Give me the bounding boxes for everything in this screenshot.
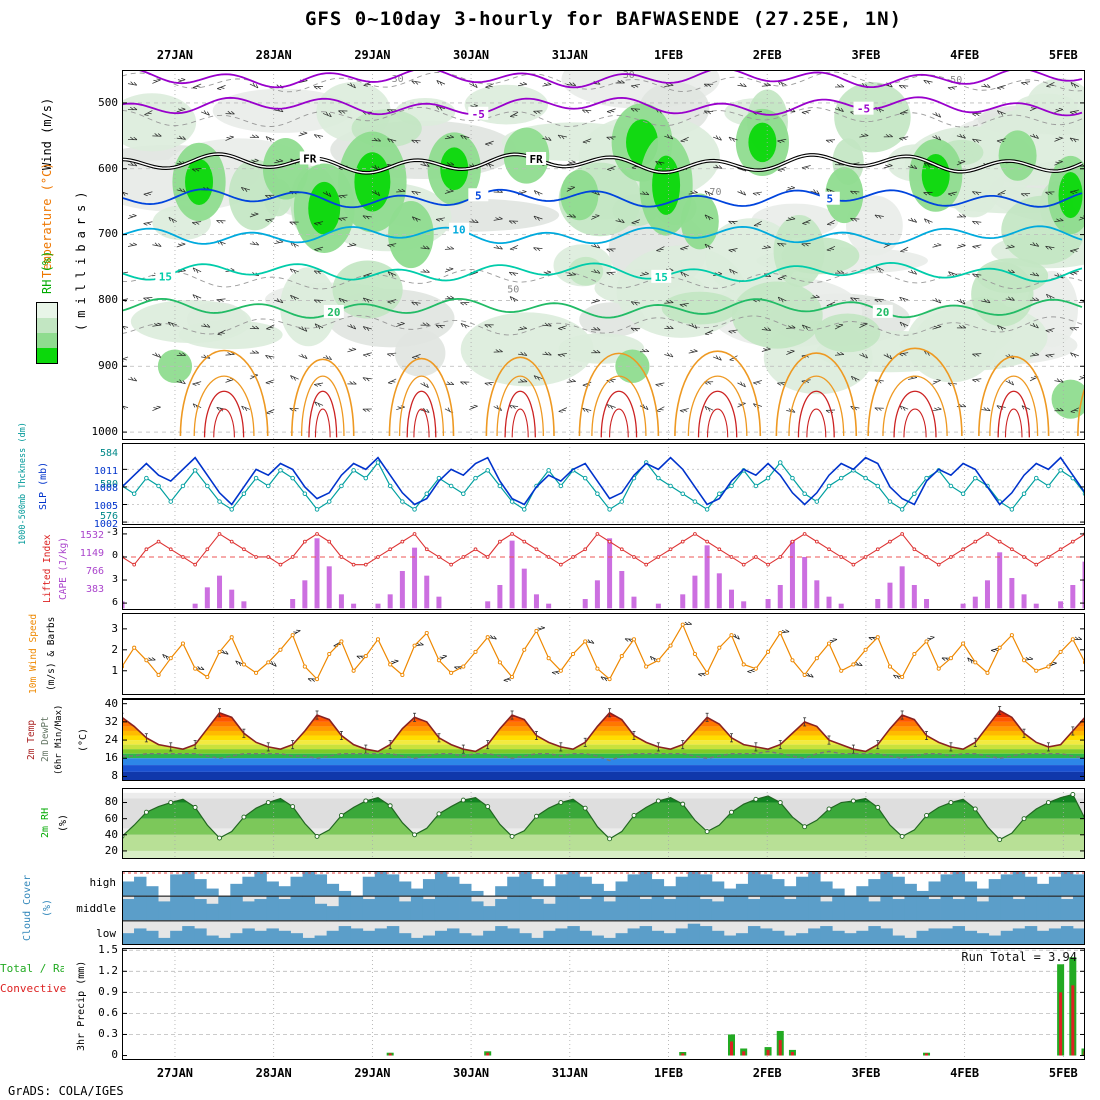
- date-tick-label: 28JAN: [255, 1066, 292, 1080]
- grads-credit: GrADS: COLA/IGES: [8, 1084, 124, 1098]
- axis-tick-label: 32: [104, 714, 118, 728]
- axis-tick-label: 3: [111, 621, 118, 635]
- cloud-cover-canvas: [122, 871, 1085, 945]
- date-tick-label: 27JAN: [156, 48, 194, 62]
- axis-tick-label: 1.5: [98, 943, 118, 957]
- axis-tick-label: 600: [98, 161, 118, 175]
- dewpt-axis-label: 2m DewPt: [40, 716, 51, 763]
- axis-tick-label: 1005: [93, 501, 118, 512]
- axis-tick-label: 383: [85, 583, 104, 595]
- wind10m-units-label: (m/s) & Barbs: [46, 616, 57, 692]
- rh2m-axis-label: 2m RH: [40, 807, 51, 839]
- precip-total-legend: Total / Rain: [0, 962, 64, 975]
- axis-tick-label: 1532: [79, 530, 104, 542]
- axis-tick-label: 3: [111, 573, 118, 585]
- cloud-row-low-label: low: [96, 927, 116, 940]
- wind10m-canvas: [122, 613, 1085, 695]
- date-tick-label: 5FEB: [1048, 48, 1078, 62]
- axis-tick-label: 20: [104, 843, 118, 857]
- date-tick-label: 30JAN: [453, 1066, 490, 1080]
- t2m-canvas: [122, 698, 1085, 781]
- thickness-axis-label: 1000-500mb Thckness (dm): [18, 422, 28, 546]
- date-tick-label: 4FEB: [950, 48, 980, 62]
- axis-tick-label: 766: [85, 566, 104, 578]
- date-tick-label: 27JAN: [156, 1066, 194, 1080]
- date-tick-label: 31JAN: [551, 1066, 588, 1080]
- slp-thickness-canvas: [122, 443, 1085, 525]
- axis-tick-label: 900: [98, 359, 118, 373]
- axis-tick-label: 16: [104, 751, 118, 765]
- axis-tick-label: 584: [99, 448, 118, 460]
- axis-tick-label: 2: [111, 642, 118, 656]
- date-tick-label: 2FEB: [752, 1066, 782, 1080]
- axis-tick-label: 24: [104, 732, 118, 746]
- axis-tick-label: 700: [98, 227, 118, 241]
- axis-tick-label: 0: [111, 550, 118, 562]
- date-tick-label: 1FEB: [654, 48, 683, 62]
- axis-tick-label: 40: [104, 696, 118, 710]
- axis-tick-label: 576: [99, 510, 118, 522]
- rh-colorbar-cell: [37, 303, 57, 318]
- axis-tick-label: 1008: [93, 483, 118, 495]
- cloud-axis-label: Cloud Cover: [22, 874, 33, 942]
- bottom-date-axis: 27JAN 28JAN 29JAN 30JAN 31JAN 1FEB 2FEB 3FEB 4FE…: [0, 1066, 1100, 1082]
- t2m-axis-label: 2m Temp: [26, 719, 37, 760]
- axis-tick-label: 500: [98, 95, 118, 109]
- date-tick-label: 3FEB: [851, 1066, 881, 1080]
- cloud-units-label: (%): [42, 898, 53, 918]
- rh-colorbar-cell: [37, 348, 57, 363]
- cloud-row-middle-label: middle: [76, 902, 116, 915]
- date-tick-label: 2FEB: [752, 48, 782, 62]
- axis-tick-label: 1000: [91, 424, 119, 438]
- rh-colorbar-cell: [37, 318, 57, 333]
- axis-tick-label: 0.9: [98, 985, 118, 999]
- date-tick-label: 29JAN: [354, 48, 391, 62]
- rh2m-canvas: [122, 788, 1085, 859]
- axis-tick-label: 0.3: [98, 1027, 118, 1041]
- date-tick-label: 1FEB: [654, 1066, 683, 1080]
- top-date-axis: 27JAN 28JAN 29JAN 30JAN 31JAN 1FEB 2FEB 3FEB 4FE…: [0, 48, 1100, 64]
- axis-tick-label: 580: [99, 479, 118, 491]
- axis-tick-label: 6: [111, 596, 118, 608]
- axis-tick-label: 1002: [93, 518, 118, 530]
- axis-tick-label: 8: [111, 769, 118, 783]
- cloud-row-high-label: high: [89, 876, 117, 889]
- axis-tick-label: 1.2: [98, 964, 118, 978]
- axis-tick-label: 1149: [79, 548, 104, 560]
- axis-tick-label: 800: [98, 293, 118, 307]
- rh-colorbar: [36, 302, 58, 364]
- axis-tick-label: 1011: [93, 465, 118, 477]
- rh-axis-label: RH (%): [40, 250, 54, 294]
- date-tick-label: 4FEB: [950, 1066, 980, 1080]
- axis-tick-label: 40: [104, 827, 118, 841]
- slp-axis-label: SLP (mb): [38, 461, 49, 511]
- date-tick-label: 30JAN: [453, 48, 490, 62]
- page-title: GFS 0~10day 3-hourly for BAFWASENDE (27.…: [304, 8, 903, 30]
- axis-tick-label: 0: [111, 1048, 118, 1062]
- rh-colorbar-cell: [37, 333, 57, 348]
- axis-tick-label: -3: [105, 527, 118, 539]
- wind10m-axis-label: 10m Wind Speed: [28, 613, 39, 695]
- date-tick-label: 5FEB: [1048, 1066, 1078, 1080]
- millibars-axis-label: (millibars): [74, 185, 88, 331]
- upper-air-canvas: [122, 70, 1085, 440]
- axis-tick-label: 60: [104, 811, 118, 825]
- date-tick-label: 29JAN: [354, 1066, 391, 1080]
- date-tick-label: 31JAN: [551, 48, 588, 62]
- date-tick-label: 28JAN: [255, 48, 292, 62]
- date-tick-label: 3FEB: [851, 48, 881, 62]
- precip-conv-legend: Convective: [0, 982, 67, 995]
- precip-canvas: [122, 948, 1085, 1060]
- li-cape-canvas: [122, 527, 1085, 610]
- axis-tick-label: 1: [111, 663, 118, 677]
- axis-tick-label: 80: [104, 795, 118, 809]
- axis-tick-label: 0.6: [98, 1006, 118, 1020]
